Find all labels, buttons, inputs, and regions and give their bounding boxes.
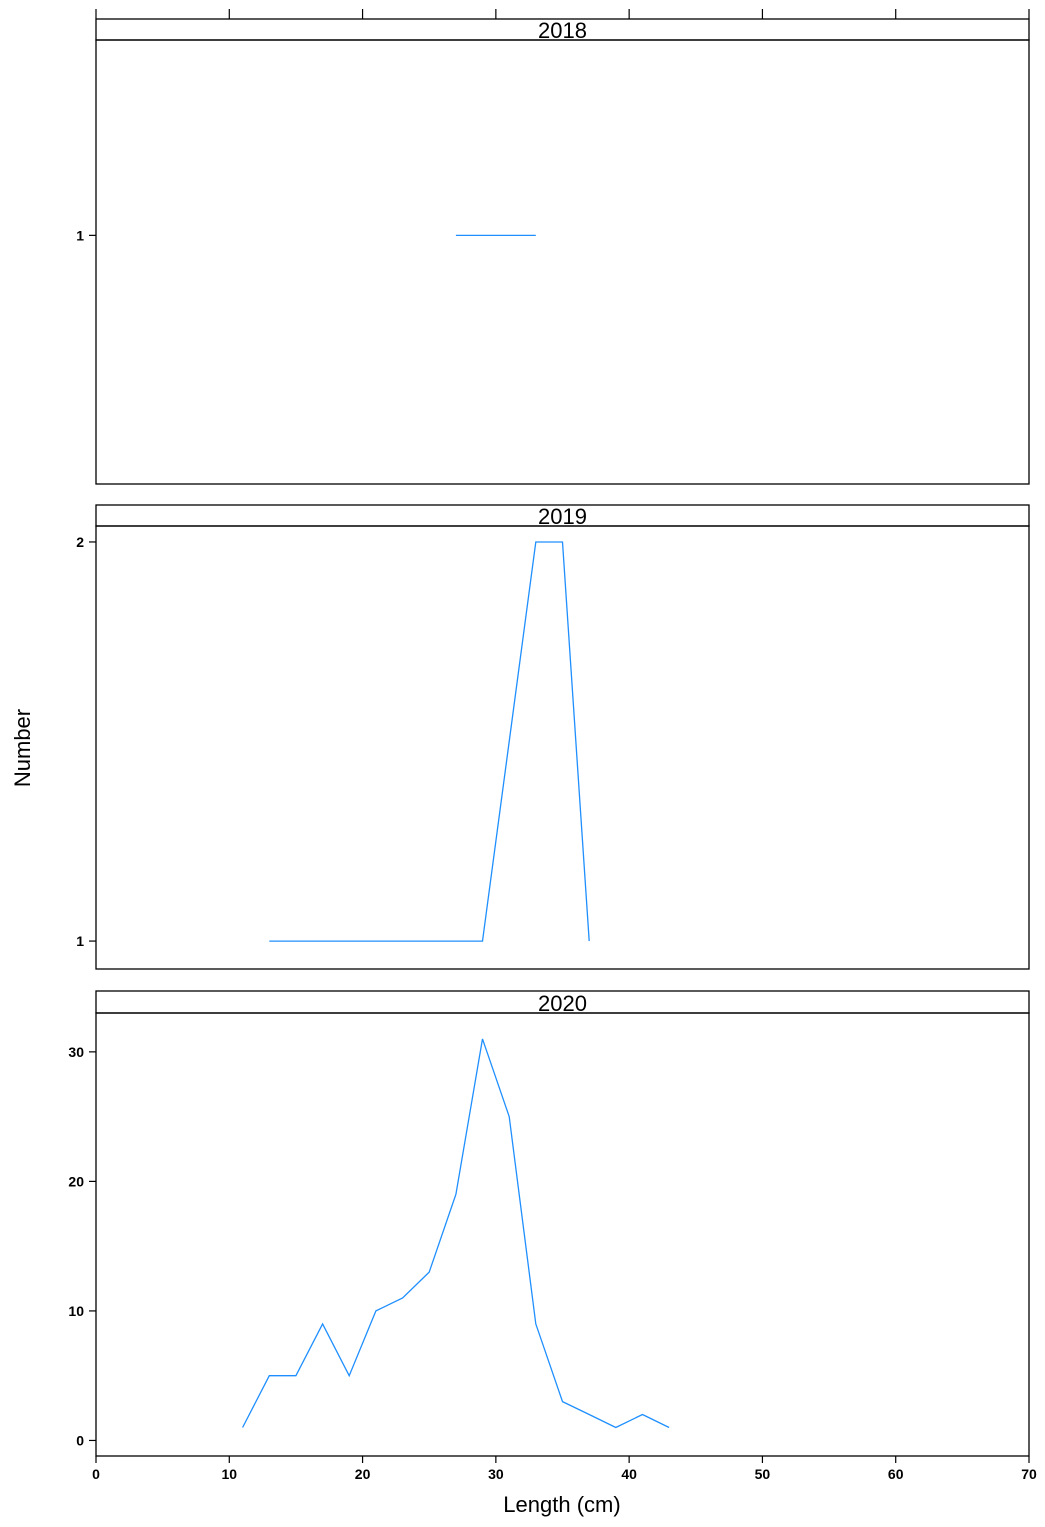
x-axis-title: Length (cm): [503, 1492, 620, 1517]
panel-2019: 2019 1 2: [76, 504, 1030, 970]
x-tick-label-10: 10: [221, 1466, 237, 1482]
panel-2018: 2018 1: [76, 9, 1030, 485]
strip-label-2018: 2018: [538, 18, 587, 43]
y-tick-label-2019-2: 2: [76, 534, 84, 550]
x-tick-label-20: 20: [355, 1466, 371, 1482]
strip-label-2020: 2020: [538, 991, 587, 1016]
x-tick-label-30: 30: [488, 1466, 504, 1482]
series-line-2019: [269, 541, 590, 942]
y-tick-label-2018-1: 1: [76, 227, 84, 243]
panel-2020: 2020 0 10 20 30 0 10 20 30 40 50 60 70: [68, 990, 1037, 1482]
x-tick-label-70: 70: [1021, 1466, 1037, 1482]
y-tick-label-2020-10: 10: [68, 1303, 84, 1319]
series-line-2020: [242, 1038, 670, 1429]
x-tick-label-40: 40: [621, 1466, 637, 1482]
y-tick-label-2020-0: 0: [76, 1432, 84, 1448]
panels-layer: 2018 1 2019 1 2 2020 0 10 20 30 0 10 20 30 40 50 60 70: [68, 9, 1037, 1482]
y-tick-label-2019-1: 1: [76, 933, 84, 949]
x-tick-label-60: 60: [888, 1466, 904, 1482]
strip-label-2019: 2019: [538, 504, 587, 529]
plot-frame-2020: [95, 1012, 1030, 1457]
x-tick-label-0: 0: [92, 1466, 100, 1482]
plot-frame-2018: [95, 39, 1030, 485]
y-axis-title: Number: [10, 709, 35, 787]
plot-frame-2019: [95, 525, 1030, 970]
x-tick-label-50: 50: [755, 1466, 771, 1482]
y-tick-label-2020-20: 20: [68, 1173, 84, 1189]
y-tick-label-2020-30: 30: [68, 1044, 84, 1060]
